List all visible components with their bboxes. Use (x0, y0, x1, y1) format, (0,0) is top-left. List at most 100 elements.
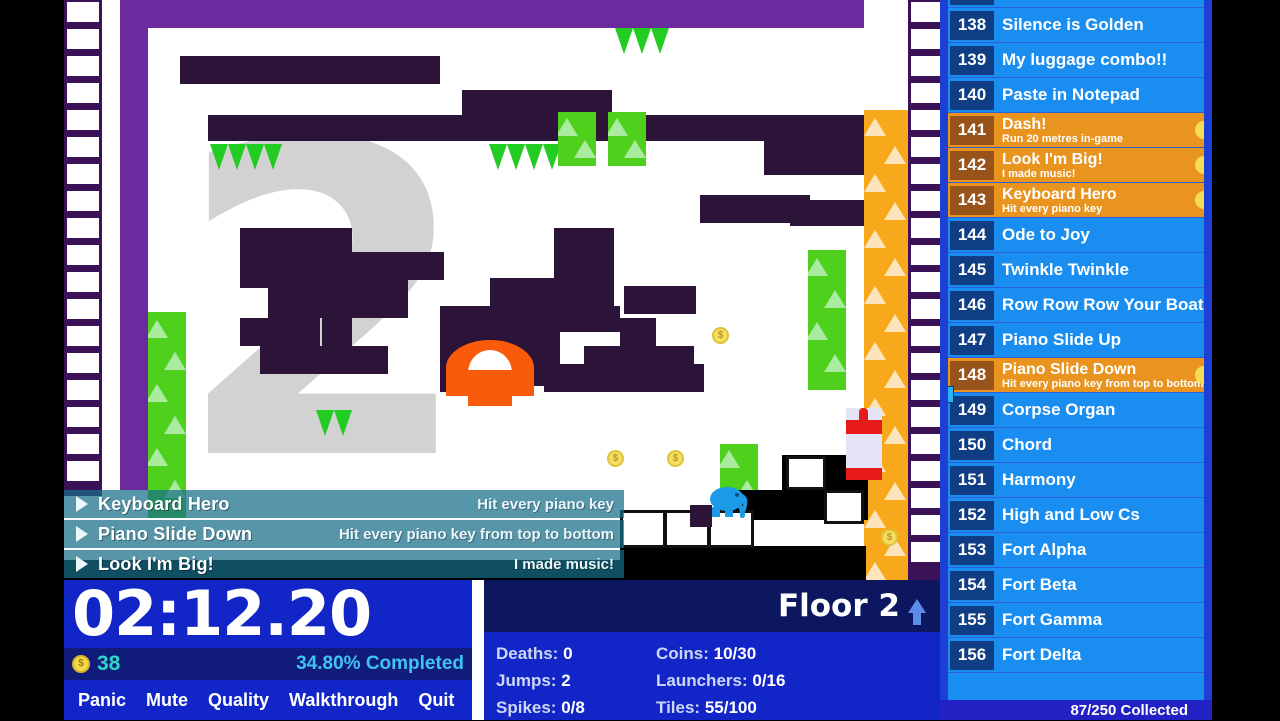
achievement-number: 137 (950, 0, 994, 5)
letterbox-left (0, 0, 64, 720)
spike (615, 28, 633, 54)
menu-quality[interactable]: Quality (208, 689, 270, 710)
achievement-row[interactable]: 137Partial Colon (948, 0, 1204, 8)
stat-jumps: Jumps: 2 (496, 667, 656, 694)
toast-name: Keyboard Hero (98, 493, 230, 514)
achievement-text: Piano Slide Down Hit every piano key from… (1002, 361, 1204, 390)
platform (314, 252, 444, 280)
launcher-orange (864, 110, 908, 580)
achievement-number: 154 (950, 570, 994, 600)
menu-panic[interactable]: Panic (78, 689, 127, 710)
menu-quit[interactable]: Quit (418, 689, 455, 710)
menu-row: Panic Mute Quality Walkthrough Quit (64, 680, 472, 720)
collected-count: 87/250 Collected (1070, 701, 1188, 719)
stat-deaths-label: Deaths: (496, 644, 559, 663)
achievement-row[interactable]: 150 Chord (948, 428, 1204, 463)
achievement-desc: Run 20 metres in-game (1002, 132, 1124, 145)
floor-base (620, 546, 866, 580)
achievement-name: Fort Alpha (1002, 540, 1087, 559)
achievement-row[interactable]: 139 My luggage combo!! (948, 43, 1204, 78)
coin-icon (1195, 191, 1204, 209)
coin-icon: $ (881, 529, 898, 546)
achievement-desc: Hit every piano key (1002, 202, 1103, 215)
piano-key-white (786, 456, 826, 490)
hud: 02:12.20 $ 38 34.80% Completed Panic Mut… (64, 580, 940, 720)
achievement-name: Dash! (1002, 115, 1047, 133)
platform (554, 228, 614, 308)
hud-left-panel: 02:12.20 $ 38 34.80% Completed Panic Mut… (64, 580, 472, 720)
achievement-number: 144 (950, 220, 994, 250)
achievement-number: 138 (950, 10, 994, 40)
floor-bar: Floor 2 (484, 580, 940, 632)
coin-icon: $ (667, 450, 684, 467)
achievement-scrollbar-thumb[interactable] (948, 386, 954, 403)
achievement-row[interactable]: 138 Silence is Golden (948, 8, 1204, 43)
achievement-row[interactable]: 146 Row Row Row Your Boat (948, 288, 1204, 323)
gap-white (754, 520, 782, 546)
platform (180, 56, 440, 84)
floor-label: Floor 2 (777, 588, 900, 624)
stat-spikes-value: 0/8 (561, 698, 585, 717)
achievement-name: Silence is Golden (1002, 15, 1144, 34)
achievement-toast: Piano Slide Down Hit every piano key fro… (64, 520, 624, 548)
menu-walkthrough[interactable]: Walkthrough (289, 689, 399, 710)
spike (334, 410, 352, 436)
achievement-toast-list: Keyboard Hero Hit every piano key Piano … (64, 490, 624, 580)
toast-name: Look I'm Big! (98, 553, 214, 574)
achievement-name: Keyboard Hero (1002, 185, 1117, 203)
timer-box: 02:12.20 (64, 580, 472, 648)
achievement-name: Chord (1002, 435, 1053, 454)
achievement-number: 140 (950, 80, 994, 110)
achievement-name: Fort Delta (1002, 645, 1082, 664)
completion-percent: 34.80% Completed (296, 653, 464, 674)
piano-key-white (824, 490, 864, 524)
coin-count: 38 (97, 652, 121, 675)
tower-turret-top (846, 420, 882, 434)
achievement-row[interactable]: 149 Corpse Organ (948, 393, 1204, 428)
achievement-row[interactable]: 143 Keyboard Hero Hit every piano key (948, 183, 1204, 218)
tower-turret-base (846, 468, 882, 480)
achievement-number: 143 (950, 185, 994, 215)
menu-mute[interactable]: Mute (146, 689, 189, 710)
achievement-row[interactable]: 156 Fort Delta (948, 638, 1204, 673)
stat-tiles-value: 55/100 (704, 698, 757, 717)
platform (624, 286, 696, 314)
letterbox-right (1212, 0, 1280, 720)
play-triangle-icon (76, 496, 88, 512)
stat-coins: Coins: 10/30 (656, 640, 940, 667)
achievement-row[interactable]: 154 Fort Beta (948, 568, 1204, 603)
achievement-number: 139 (950, 45, 994, 75)
achievement-list[interactable]: 137Partial Colon 138 Silence is Golden 139 M… (948, 0, 1204, 700)
ladder-left (64, 0, 102, 496)
achievement-row[interactable]: 147 Piano Slide Up (948, 323, 1204, 358)
achievement-rows: 137Partial Colon 138 Silence is Golden 139 M… (948, 0, 1204, 673)
stat-tiles: Tiles: 55/100 (656, 694, 940, 721)
stat-coins-label: Coins: (656, 644, 709, 663)
spike (246, 144, 264, 170)
stat-tiles-label: Tiles: (656, 698, 701, 717)
achievement-row[interactable]: 145 Twinkle Twinkle (948, 253, 1204, 288)
achievement-row[interactable]: 141 Dash! Run 20 metres in-game (948, 113, 1204, 148)
achievement-desc: I made music! (1002, 167, 1076, 180)
achievement-name: Harmony (1002, 470, 1076, 489)
toast-desc: Hit every piano key (477, 495, 614, 513)
achievement-row[interactable]: 142 Look I'm Big! I made music! (948, 148, 1204, 183)
achievement-row[interactable]: 140 Paste in Notepad (948, 78, 1204, 113)
coin-row: $ 38 34.80% Completed (64, 648, 472, 680)
platform (462, 90, 612, 116)
achievement-row[interactable]: 148 Piano Slide Down Hit every piano key f… (948, 358, 1204, 393)
piano-key-white (620, 510, 666, 548)
achievement-row[interactable]: 153 Fort Alpha (948, 533, 1204, 568)
achievement-name: Corpse Organ (1002, 400, 1116, 419)
launcher-green (808, 250, 846, 390)
achievement-row[interactable]: 144 Ode to Joy (948, 218, 1204, 253)
achievement-row[interactable]: 151 Harmony (948, 463, 1204, 498)
achievement-number: 153 (950, 535, 994, 565)
achievement-row[interactable]: 152 High and Low Cs (948, 498, 1204, 533)
stat-coins-value: 10/30 (713, 644, 757, 663)
platform (260, 346, 388, 374)
achievement-row[interactable]: 155 Fort Gamma (948, 603, 1204, 638)
platform (764, 115, 864, 175)
achievement-name: Piano Slide Up (1002, 330, 1122, 349)
